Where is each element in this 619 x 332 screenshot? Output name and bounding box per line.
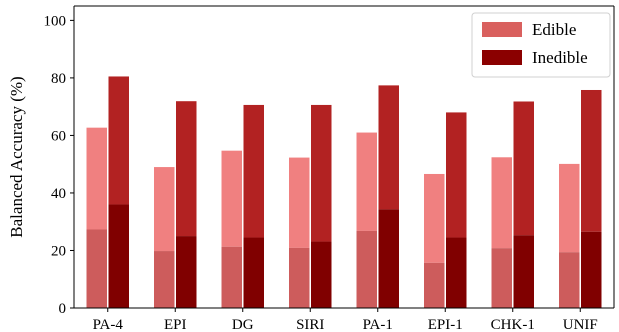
- bar-inedible-upper: [108, 76, 129, 205]
- bar-edible-lower: [559, 252, 580, 308]
- x-tick-label: DG: [232, 317, 254, 332]
- y-ticks: 0 20 40 60 80 100: [44, 13, 74, 317]
- bar-edible-upper: [424, 173, 445, 263]
- legend: Edible Inedible: [471, 12, 611, 78]
- y-axis-label: Balanced Accuracy (%): [7, 76, 26, 237]
- bar-edible-upper: [289, 157, 310, 248]
- bar-inedible-lower: [581, 231, 602, 308]
- bar-edible-lower: [424, 262, 445, 308]
- x-tick-label: EPI-1: [428, 317, 463, 332]
- bar-inedible-upper: [513, 101, 534, 236]
- bar-edible-lower: [289, 247, 310, 308]
- y-tick-label: 40: [51, 186, 66, 202]
- x-tick-label: EPI: [164, 317, 187, 332]
- bar-inedible-upper: [378, 85, 399, 210]
- x-tick-label: PA-4: [93, 317, 124, 332]
- bar-edible-upper: [221, 150, 242, 247]
- bar-edible-lower: [491, 248, 512, 308]
- legend-label-inedible: Inedible: [532, 48, 588, 67]
- x-tick-label: CHK-1: [491, 317, 535, 332]
- bar-edible-upper: [86, 127, 107, 230]
- bar-inedible-lower: [108, 204, 129, 308]
- bar-edible-lower: [356, 230, 377, 308]
- bar-inedible-upper: [311, 104, 332, 242]
- bar-edible-upper: [559, 163, 580, 253]
- bar-inedible-upper: [446, 112, 467, 238]
- bar-inedible-upper: [243, 104, 264, 238]
- y-tick-label: 20: [51, 243, 66, 259]
- legend-swatch-inedible: [482, 50, 522, 65]
- x-tick-label: PA-1: [363, 317, 393, 332]
- bar-inedible-lower: [311, 241, 332, 308]
- bars-layer: [86, 76, 602, 308]
- bar-edible-lower: [221, 246, 242, 308]
- x-tick-label: SIRI: [296, 317, 324, 332]
- legend-swatch-edible: [482, 22, 522, 37]
- bar-edible-lower: [86, 229, 107, 308]
- bar-edible-upper: [154, 167, 175, 252]
- bar-inedible-lower: [176, 236, 197, 308]
- y-tick-label: 100: [44, 13, 67, 29]
- y-tick-label: 0: [59, 301, 67, 317]
- bar-inedible-lower: [513, 235, 534, 308]
- bar-inedible-upper: [176, 101, 197, 237]
- bar-inedible-lower: [446, 237, 467, 308]
- x-tick-label: UNIF: [563, 317, 598, 332]
- legend-label-edible: Edible: [532, 20, 576, 39]
- bar-inedible-lower: [378, 209, 399, 308]
- bar-edible-lower: [154, 251, 175, 308]
- bar-edible-upper: [491, 157, 512, 249]
- axes-layer: [73, 5, 615, 309]
- bar-inedible-upper: [581, 89, 602, 232]
- bar-inedible-lower: [243, 237, 264, 308]
- x-ticks: PA-4 EPI DG SIRI PA-1 EPI-1 CHK-1 UNIF: [93, 308, 598, 332]
- y-tick-label: 80: [51, 71, 66, 87]
- y-tick-label: 60: [51, 128, 66, 144]
- bar-edible-upper: [356, 132, 377, 231]
